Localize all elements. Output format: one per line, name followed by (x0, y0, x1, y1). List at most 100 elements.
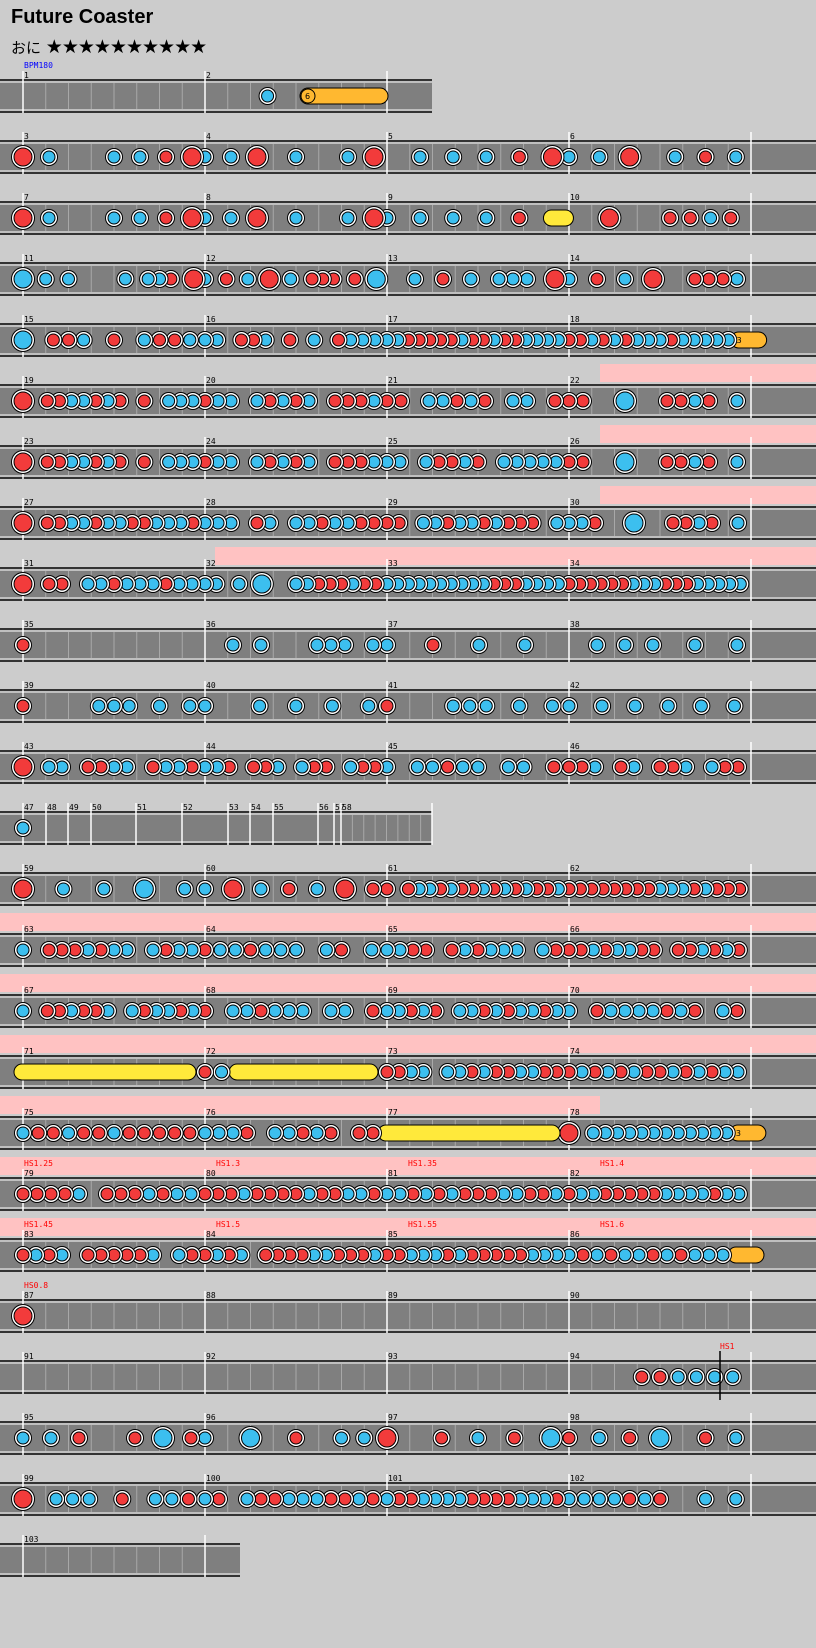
balloon-note (299, 87, 389, 105)
note-lane (0, 1423, 816, 1453)
ka-note (492, 272, 506, 286)
ka-note (289, 150, 303, 164)
don-note (688, 272, 702, 286)
measure-number: 90 (570, 1291, 580, 1300)
ka-note (296, 1004, 310, 1018)
don-note (168, 333, 182, 347)
don-note (660, 455, 674, 469)
big-don-note (259, 269, 279, 289)
ka-note (16, 821, 30, 835)
chart-row: 67 68 69 70 (0, 974, 816, 1028)
measure-number: 70 (570, 986, 580, 995)
chart-row: 35 36 37 38 (0, 620, 816, 662)
don-note (42, 577, 56, 591)
ka-note (408, 272, 422, 286)
don-note (40, 1004, 54, 1018)
scroll-speed-label: HS1.25 (24, 1159, 53, 1168)
measure-number: 44 (206, 742, 216, 751)
measure-number: 22 (570, 376, 580, 385)
ka-note (592, 1492, 606, 1506)
don-note (247, 760, 261, 774)
don-note (441, 760, 455, 774)
ka-note (232, 577, 246, 591)
ka-note (365, 943, 379, 957)
ka-note (422, 394, 436, 408)
ka-note (183, 333, 197, 347)
don-note (289, 1431, 303, 1445)
measure-number: 38 (570, 620, 580, 629)
ka-note (268, 1126, 282, 1140)
ka-note (240, 1492, 254, 1506)
chart-row: 27 28 29 30 (0, 486, 816, 540)
don-note (234, 333, 248, 347)
big-don-note (13, 391, 33, 411)
don-note (328, 394, 342, 408)
measure-number: 13 (388, 254, 398, 263)
measure-number: 29 (388, 498, 398, 507)
don-note (660, 394, 674, 408)
gogo-band (0, 1218, 816, 1236)
ka-note (184, 1187, 198, 1201)
ka-note (310, 882, 324, 896)
big-ka-note (153, 1428, 173, 1448)
don-note (635, 1370, 649, 1384)
ka-note (416, 516, 430, 530)
don-note (254, 1492, 268, 1506)
chart-row: 1 2 6 (0, 71, 432, 113)
ka-note (446, 150, 460, 164)
don-note (137, 1126, 151, 1140)
ka-note (282, 1004, 296, 1018)
don-note (128, 1431, 142, 1445)
chart-row: 59 60 61 62 (0, 864, 816, 906)
ka-note (289, 516, 303, 530)
big-ka-note (134, 879, 154, 899)
ka-note (226, 1126, 240, 1140)
ka-note (107, 211, 121, 225)
don-note (653, 1492, 667, 1506)
ka-note (338, 638, 352, 652)
measure-number: 3 (24, 132, 29, 141)
measure-number: 4 (206, 132, 211, 141)
don-note (156, 1187, 170, 1201)
ka-note (413, 150, 427, 164)
don-note (548, 394, 562, 408)
ka-note (133, 150, 147, 164)
big-don-note (13, 452, 33, 472)
measure-number: 79 (24, 1169, 34, 1178)
don-note (674, 455, 688, 469)
ka-note (198, 1126, 212, 1140)
ka-note (39, 272, 53, 286)
measure-number: 81 (388, 1169, 398, 1178)
balloon-head (300, 88, 316, 104)
big-ka-note (252, 574, 272, 594)
big-ka-note (615, 391, 635, 411)
ka-note (586, 1126, 600, 1140)
don-note (146, 760, 160, 774)
don-note (250, 516, 264, 530)
balloon-hit-count: 3 (736, 1129, 741, 1138)
gogo-band (0, 913, 816, 931)
don-note (324, 1492, 338, 1506)
measure-number: 71 (24, 1047, 34, 1056)
chart-row: 87 88 89 90 (0, 1291, 816, 1333)
big-don-note (13, 879, 33, 899)
measure-number: 76 (206, 1108, 216, 1117)
ka-note (137, 333, 151, 347)
don-note (604, 1248, 618, 1262)
don-note (435, 1431, 449, 1445)
big-ka-note (13, 269, 33, 289)
measure-number: 55 (274, 803, 284, 812)
ka-note (702, 1248, 716, 1262)
ka-note (708, 1370, 722, 1384)
don-note (184, 1431, 198, 1445)
big-don-note (13, 147, 33, 167)
ka-note (107, 1126, 121, 1140)
ka-note (289, 699, 303, 713)
measure-number: 80 (206, 1169, 216, 1178)
ka-note (592, 1431, 606, 1445)
ka-note (730, 455, 744, 469)
don-note (646, 1248, 660, 1262)
don-note (107, 333, 121, 347)
measure-number: 101 (388, 1474, 403, 1483)
ka-note (453, 1004, 467, 1018)
